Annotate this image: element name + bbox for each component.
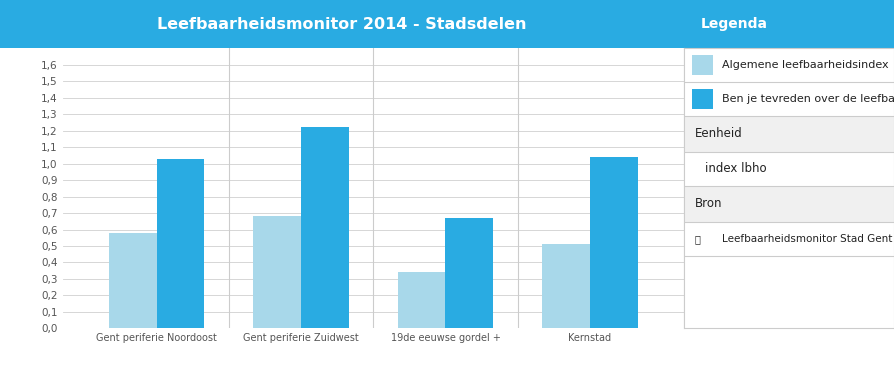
Bar [692,56,713,75]
Bar [156,159,204,328]
Text: index lbho: index lbho [704,162,766,175]
Bar [301,128,349,328]
Bar [109,233,156,328]
Bar [590,157,637,328]
Text: Leefbaarheidsmonitor 2014 - Stadsdelen: Leefbaarheidsmonitor 2014 - Stadsdelen [157,17,527,32]
Text: Ben je tevreden over de leefbaarh: Ben je tevreden over de leefbaarh [721,94,894,104]
Bar [398,272,445,328]
Text: Algemene leefbaarheidsindex: Algemene leefbaarheidsindex [721,60,889,70]
Bar [684,116,894,152]
Bar [684,185,894,222]
Text: Legenda: Legenda [701,17,768,31]
Text: Leefbaarheidsmonitor Stad Gent: Leefbaarheidsmonitor Stad Gent [721,234,892,244]
Bar [253,216,301,328]
Text: Eenheid: Eenheid [695,127,742,140]
Bar [543,244,590,328]
Bar [692,89,713,109]
Bar [445,218,493,328]
Text: Bron: Bron [695,197,722,210]
Text: 📚: 📚 [695,234,700,244]
